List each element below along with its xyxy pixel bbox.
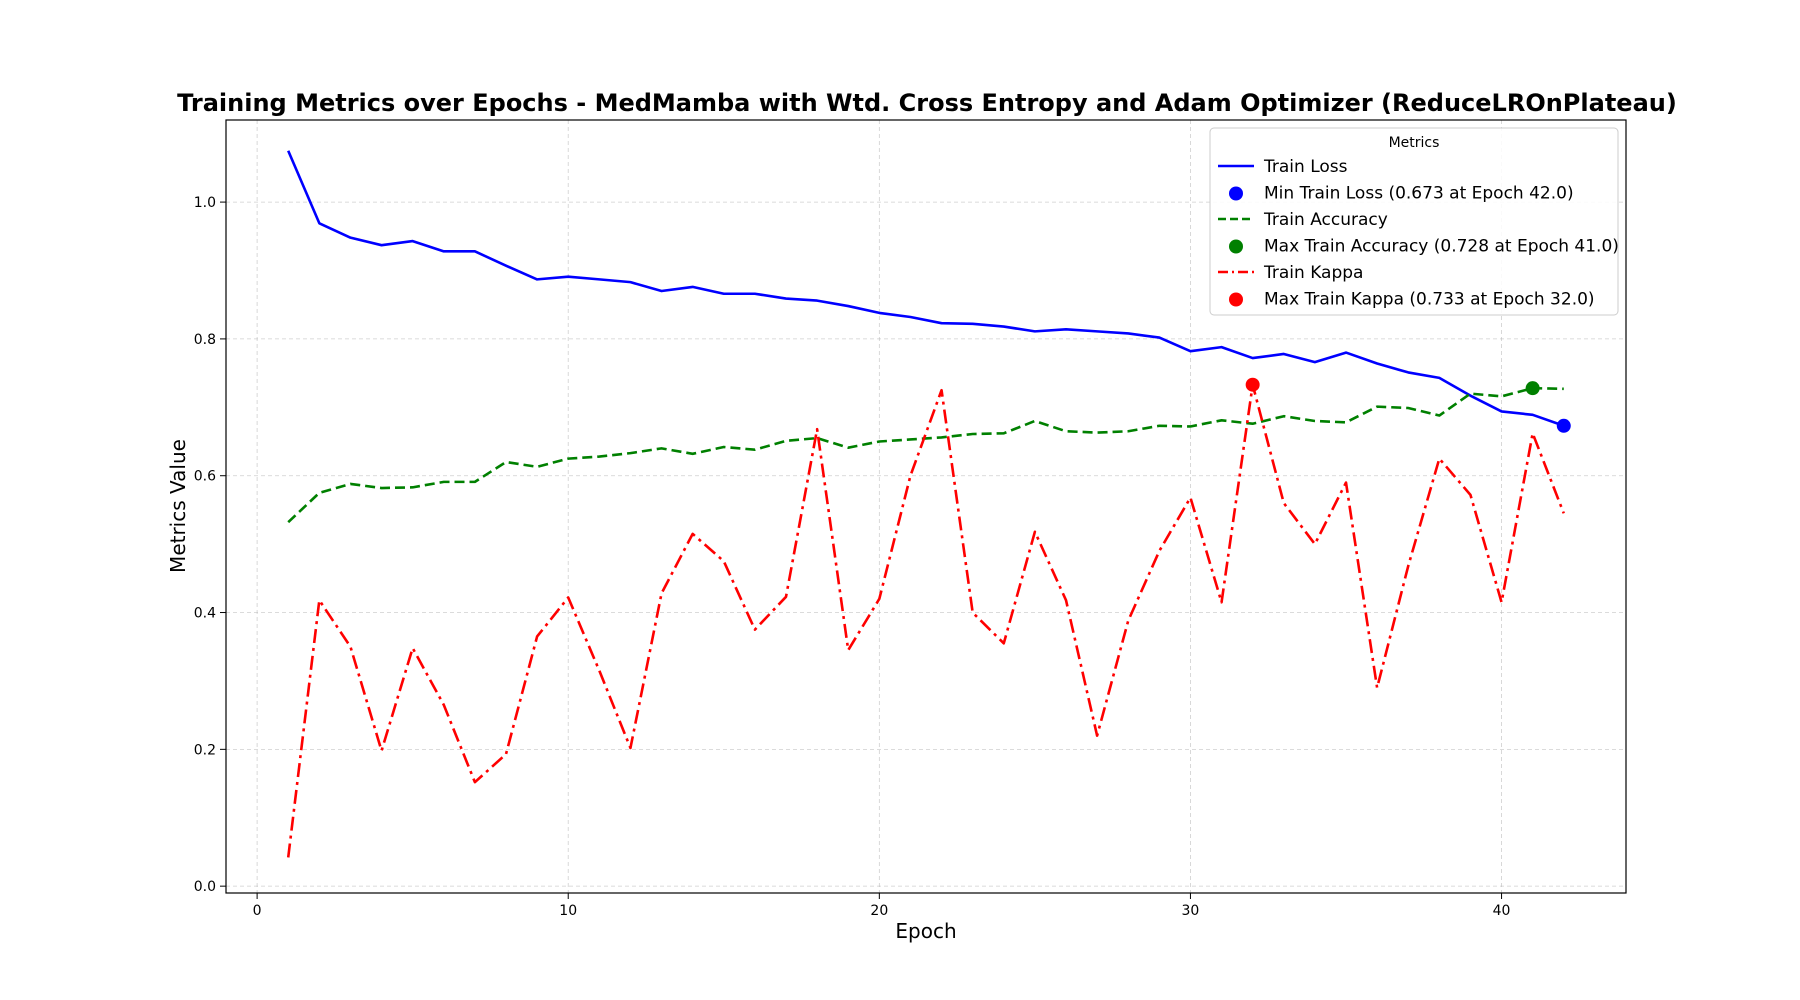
legend-swatch-dot: [1229, 186, 1243, 201]
legend-label: Train Kappa: [1263, 263, 1363, 283]
x-tick-label: 0: [253, 903, 262, 919]
y-tick-label: 0.6: [194, 469, 216, 485]
series-line-train-loss: [287, 150, 1565, 428]
marker-point-0: [1556, 418, 1571, 433]
legend: Metrics Train Loss Min Train Loss (0.673 …: [1209, 127, 1619, 316]
y-tick-label: 0.2: [194, 742, 216, 758]
legend-label: Train Accuracy: [1263, 210, 1388, 230]
series-line-train-accuracy: [287, 386, 1564, 524]
legend-title: Metrics: [1389, 135, 1440, 151]
y-tick-label: 0.0: [194, 879, 216, 895]
x-tick-label: 20: [870, 903, 888, 919]
legend-swatch-dot: [1229, 292, 1243, 307]
x-tick-label: 30: [1182, 903, 1200, 919]
plot-series: [286, 150, 1565, 858]
x-tick-label: 40: [1493, 903, 1511, 919]
x-axis-label: Epoch: [895, 919, 956, 943]
plot-markers: [1245, 377, 1571, 433]
marker-point-2: [1245, 377, 1260, 392]
y-tick-label: 0.8: [194, 332, 216, 348]
legend-box: [1209, 127, 1619, 316]
grid: [226, 120, 1626, 893]
legend-swatch-dot: [1229, 239, 1243, 254]
legend-label: Max Train Accuracy (0.728 at Epoch 41.0): [1264, 237, 1619, 257]
series-line-train-kappa: [286, 383, 1565, 858]
axis-ticks: 0 10 20 30 40 0.0 0.2 0.4 0.6 0.8 1.0: [194, 195, 1511, 919]
y-tick-label: 0.4: [194, 606, 216, 622]
legend-label: Train Loss: [1263, 157, 1348, 177]
y-axis-label: Metrics Value: [166, 439, 190, 573]
chart-title: Training Metrics over Epochs - MedMamba …: [177, 89, 1677, 117]
y-tick-label: 1.0: [194, 195, 216, 211]
marker-point-1: [1525, 381, 1540, 396]
x-tick-label: 10: [559, 903, 577, 919]
plot-frame: [225, 119, 1627, 894]
legend-label: Min Train Loss (0.673 at Epoch 42.0): [1264, 184, 1574, 204]
legend-label: Max Train Kappa (0.733 at Epoch 32.0): [1264, 290, 1595, 310]
